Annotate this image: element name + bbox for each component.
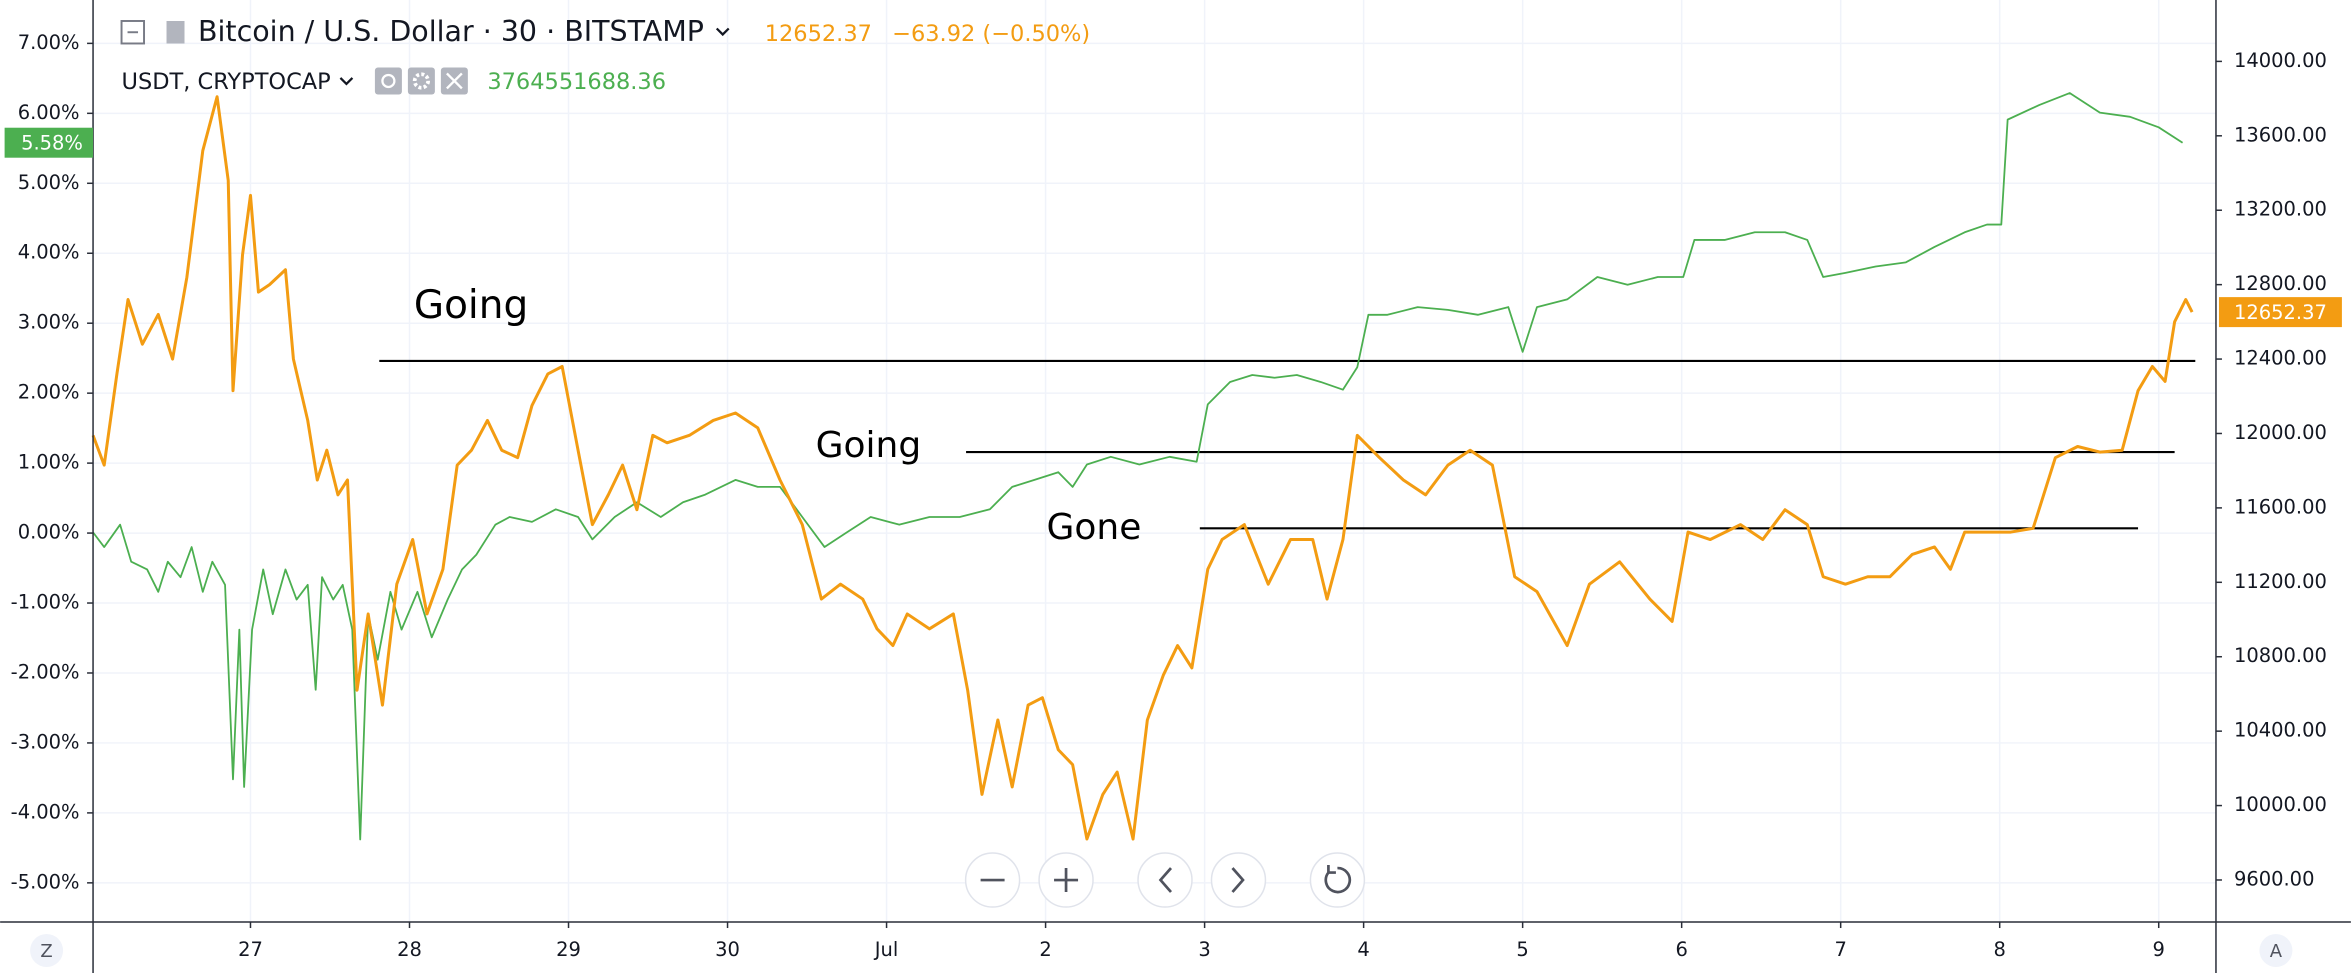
header-price: 12652.37 — [765, 21, 872, 47]
series-name: USDT, CRYPTOCAP — [122, 69, 331, 95]
level-label: Going — [414, 283, 528, 328]
plot — [91, 92, 2196, 841]
y2-tick-label: 11200.00 — [2234, 570, 2327, 593]
collapse-icon[interactable] — [120, 20, 146, 45]
auto-scale-label: A — [2270, 941, 2283, 962]
auto-scale-button[interactable] — [2259, 934, 2293, 968]
level-label: Going — [816, 425, 922, 466]
y-tick-label: 2.00% — [18, 381, 80, 404]
x-tick-label: 29 — [556, 938, 581, 961]
series-line — [92, 92, 2184, 841]
scroll-left-button[interactable] — [1137, 852, 1193, 908]
eye-icon — [381, 73, 396, 89]
last-value-badge — [2218, 297, 2342, 328]
chevron[interactable] — [715, 27, 730, 37]
y-tick-label: 0.00% — [18, 521, 80, 544]
y2-tick-label: 12400.00 — [2234, 347, 2327, 370]
chevron[interactable] — [339, 77, 354, 86]
y2-tick-label: 13200.00 — [2234, 198, 2327, 221]
plus-icon — [1054, 868, 1079, 893]
symbol-icon — [166, 20, 185, 44]
x-tick-label: 5 — [1516, 938, 1528, 961]
y-tick-label: 1.00% — [18, 451, 80, 474]
y-tick-label: -3.00% — [11, 730, 80, 753]
x-tick-label: 3 — [1198, 938, 1210, 961]
x-tick-label: 6 — [1675, 938, 1687, 961]
x-tick-label: 28 — [397, 938, 422, 961]
y-tick-label: -2.00% — [11, 660, 80, 683]
y2-tick-label: 10400.00 — [2234, 719, 2327, 742]
timezone-label: Z — [40, 941, 52, 962]
grid — [93, 0, 2216, 923]
y-tick-label: -1.00% — [11, 591, 80, 614]
x-tick-label: 30 — [715, 938, 740, 961]
gear-icon — [412, 72, 431, 90]
series-name: Bitcoin / U.S. Dollar · 30 · BITSTAMP — [198, 15, 704, 48]
last-value-badge — [4, 127, 94, 158]
reset-button[interactable] — [1309, 852, 1366, 908]
eye-button[interactable] — [374, 67, 402, 95]
y2-tick-label: 12000.00 — [2234, 421, 2327, 444]
scroll-right-button[interactable] — [1210, 852, 1267, 908]
y-tick-label: 5.00% — [18, 171, 80, 194]
navigation — [964, 852, 1366, 908]
y2-tick-label: 10000.00 — [2234, 793, 2327, 816]
close-icon — [446, 72, 463, 90]
right-icon — [1231, 867, 1245, 893]
settings-button[interactable] — [407, 67, 435, 95]
y-tick-label: -4.00% — [11, 800, 80, 823]
x-tick-label: 7 — [1834, 938, 1846, 961]
reset-icon — [1324, 865, 1352, 894]
last-value-label: 5.58% — [21, 132, 83, 155]
x-tick-label: 27 — [238, 938, 263, 961]
x-tick-label: 9 — [2153, 938, 2165, 961]
y2-tick-label: 12800.00 — [2234, 272, 2327, 295]
x-tick-label: 8 — [1994, 938, 2006, 961]
level-label: Gone — [1047, 507, 1142, 548]
y-tick-label: -5.00% — [11, 870, 80, 893]
y2-tick-label: 9600.00 — [2234, 867, 2315, 890]
y2-tick-label: 10800.00 — [2234, 644, 2327, 667]
y-tick-label: 7.00% — [18, 31, 80, 54]
x-tick-label: 2 — [1039, 938, 1051, 961]
timezone-button[interactable] — [30, 934, 64, 968]
labels: 27 28 29 30 Jul 2 3 4 5 6 7 8 9 7.00% 6.00% 5.00% 4.00% 3… — [4, 31, 2342, 961]
last-value-label: 12652.37 — [2234, 301, 2327, 324]
header-change: −63.92 (−0.50%) — [892, 21, 1090, 47]
header-value: 3764551688.36 — [487, 69, 666, 95]
y2-tick-label: 14000.00 — [2234, 49, 2327, 72]
y-tick-label: 4.00% — [18, 241, 80, 264]
x-tick-label: 4 — [1357, 938, 1369, 961]
series-line — [91, 95, 2194, 841]
y2-tick-label: 13600.00 — [2234, 123, 2327, 146]
y-tick-label: 3.00% — [18, 311, 80, 334]
x-tick-label: Jul — [874, 938, 899, 961]
y-tick-label: 6.00% — [18, 101, 80, 124]
y2-tick-label: 11600.00 — [2234, 495, 2327, 518]
left-icon — [1158, 867, 1173, 893]
